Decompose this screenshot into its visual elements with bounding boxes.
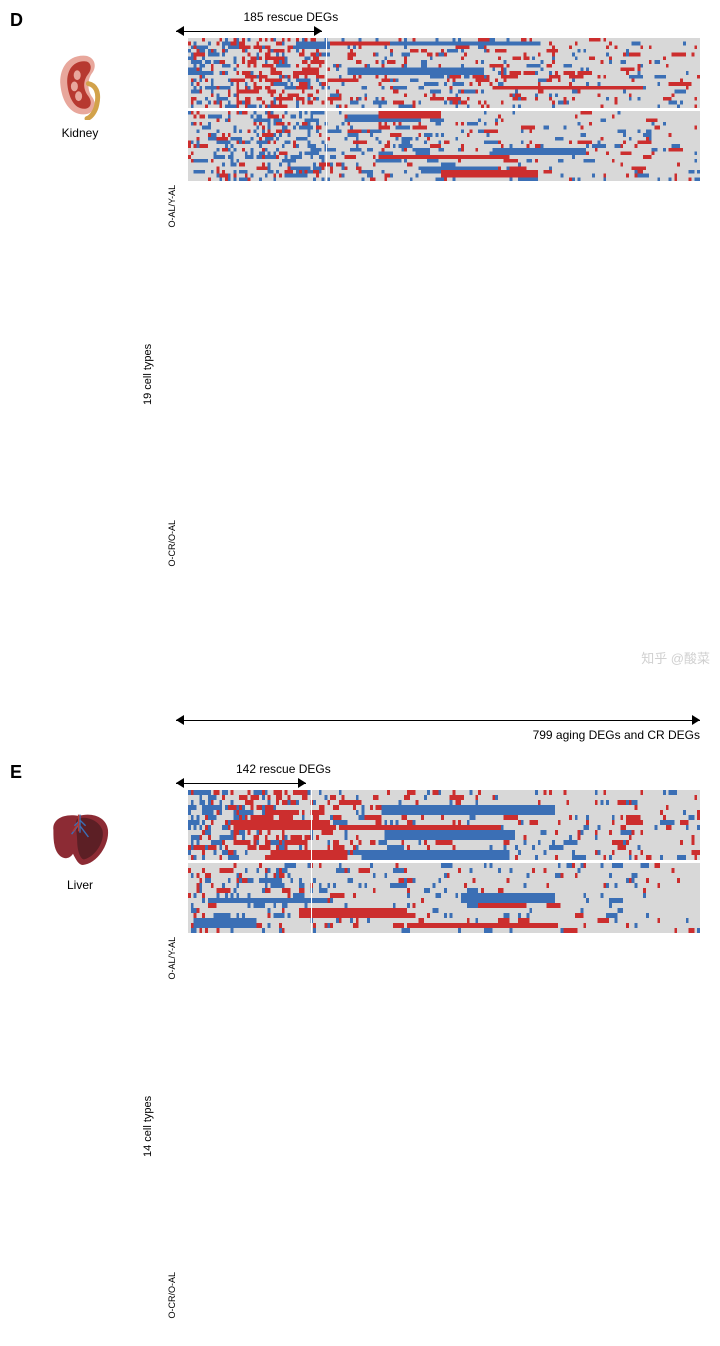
panel-label: E bbox=[10, 762, 30, 783]
heatmap-bottom bbox=[188, 863, 700, 933]
heatmap-top bbox=[188, 38, 700, 108]
chart-area: 185 rescue DEGs 19 cell typesO-AL/Y-ALO-C… bbox=[140, 10, 700, 742]
organ-label: Liver bbox=[67, 878, 93, 892]
row-group-label: O-CR/O-AL bbox=[156, 375, 188, 712]
row-group-labels: O-AL/Y-ALO-CR/O-AL bbox=[156, 38, 188, 711]
total-label: 799 aging DEGs and CR DEGs bbox=[140, 728, 700, 742]
heatmap: 14 cell typesO-AL/Y-ALO-CR/O-AL bbox=[140, 790, 700, 1346]
organ-label: Kidney bbox=[62, 126, 99, 140]
total-arrow bbox=[176, 713, 700, 727]
row-group-label: O-AL/Y-AL bbox=[156, 38, 188, 375]
heatmap-bottom bbox=[188, 111, 700, 181]
heatmap: 19 cell typesO-AL/Y-ALO-CR/O-AL bbox=[140, 38, 700, 711]
liver-icon: Liver bbox=[30, 802, 130, 892]
rescue-label: 142 rescue DEGs bbox=[140, 762, 700, 776]
kidney-icon: Kidney bbox=[30, 50, 130, 140]
rescue-arrow bbox=[140, 776, 700, 790]
rescue-arrow bbox=[140, 24, 700, 38]
y-axis-label: 14 cell types bbox=[140, 790, 156, 1346]
watermark-text: 知乎 @酸菜 bbox=[641, 648, 710, 667]
rescue-label: 185 rescue DEGs bbox=[140, 10, 700, 24]
chart-area: 142 rescue DEGs 14 cell typesO-AL/Y-ALO-C… bbox=[140, 762, 700, 1346]
row-group-label: O-AL/Y-AL bbox=[156, 790, 188, 1127]
row-group-label: O-CR/O-AL bbox=[156, 1127, 188, 1346]
panel-e: E Liver 142 rescue DEGs 14 cell typesO-AL/… bbox=[0, 752, 720, 1346]
y-axis-label: 19 cell types bbox=[140, 38, 156, 711]
panel-d: D Kidney 185 rescue DEGs 19 cell typesO-AL… bbox=[0, 0, 720, 752]
panel-label: D bbox=[10, 10, 30, 31]
row-group-labels: O-AL/Y-ALO-CR/O-AL bbox=[156, 790, 188, 1346]
heatmap-top bbox=[188, 790, 700, 860]
